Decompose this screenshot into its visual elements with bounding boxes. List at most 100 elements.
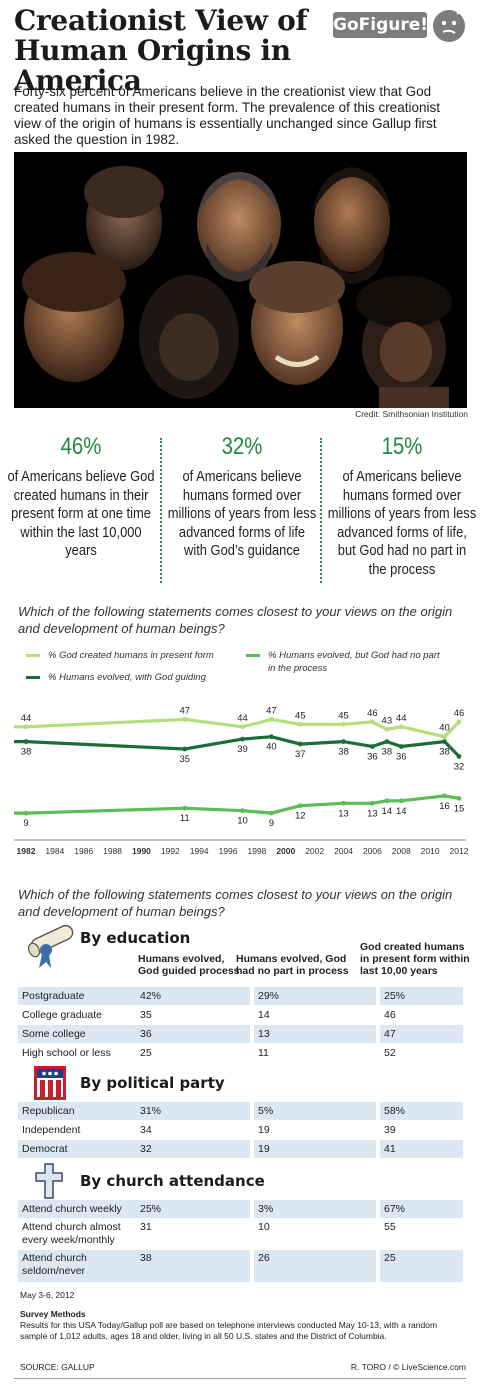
table-row: Democrat 32 19 41	[18, 1140, 463, 1158]
point-present-form	[341, 721, 346, 727]
point-no-god	[268, 810, 274, 816]
series-line-no-god	[14, 794, 460, 815]
stat-creationist: 46% of Americans believe God created hum…	[6, 430, 156, 561]
label-god-guiding: 38	[338, 747, 349, 758]
cell-present-form: 47	[380, 1025, 463, 1043]
x-tick-label: 2002	[305, 846, 324, 856]
label-no-god: 11	[180, 813, 190, 824]
x-tick-label: 2012	[450, 846, 469, 856]
x-tick-label: 1992	[161, 846, 180, 856]
cell-no-god: 11	[258, 1047, 269, 1059]
x-tick-label: 2004	[334, 846, 353, 856]
legend-label-no-god-cont: in the process	[268, 663, 328, 674]
column-header-god-guided: Humans evolved, God guided process	[138, 953, 240, 977]
stat-description: of Americans believe God created humans …	[7, 468, 155, 559]
author-credit: R. TORO / © LiveScience.com	[350, 1362, 466, 1372]
point-god-guiding	[23, 739, 29, 744]
cell-no-god: 19	[254, 1140, 376, 1158]
label-present-form: 47	[179, 705, 190, 716]
label-no-god: 15	[454, 803, 465, 814]
cross-icon	[35, 1163, 63, 1199]
label-present-form: 43	[382, 715, 393, 726]
cell-god-guided: 32	[136, 1140, 250, 1158]
gofigure-logo: GoFigure!	[333, 12, 428, 38]
line-chart-svg: 1982 1984 1986 1988 1990 1992 1994 1996 1998 2000…	[14, 705, 469, 856]
row-label: Attend church weekly	[18, 1200, 136, 1218]
point-no-god	[398, 798, 404, 804]
column-header-present-form: God created humans in present form withi…	[360, 941, 470, 977]
table-row: Attend church almost every week/monthly …	[18, 1219, 463, 1248]
section-title-education: By education	[80, 929, 191, 947]
x-tick-label: 2008	[392, 846, 411, 856]
line-chart: 1982 1984 1986 1988 1990 1992 1994 1996 1998 2000…	[0, 690, 480, 860]
x-tick-label: 1996	[219, 846, 238, 856]
x-tick-label: 1998	[247, 846, 266, 856]
column-header-line: Humans evolved, God	[236, 953, 347, 965]
label-god-guiding: 39	[237, 744, 248, 755]
label-no-god: 13	[367, 808, 378, 819]
table-row: Independent 34 19 39	[18, 1121, 463, 1139]
point-god-guiding	[240, 736, 245, 742]
label-god-guiding: 36	[367, 752, 378, 763]
label-god-guiding: 38	[439, 747, 450, 758]
key-stats: 46% of Americans believe God created hum…	[0, 430, 480, 583]
section-title-political: By political party	[80, 1074, 225, 1092]
point-no-god	[240, 808, 245, 814]
survey-methods-title: Survey Methods	[20, 1309, 86, 1319]
point-god-guiding	[398, 744, 404, 749]
legend-label-present-form: % God created humans in present form	[48, 650, 214, 661]
row-label: High school or less	[22, 1047, 111, 1059]
series-line-god-guiding	[14, 735, 461, 758]
footer-rule	[14, 1378, 466, 1379]
label-god-guiding: 32	[454, 761, 465, 772]
stat-percent: 32%	[221, 433, 263, 460]
stat-description: of Americans believe humans formed over …	[327, 468, 477, 578]
label-present-form: 47	[266, 705, 277, 716]
cell-no-god: 3%	[254, 1200, 376, 1218]
cell-no-god: 29%	[254, 987, 376, 1005]
cell-god-guided: 38	[136, 1250, 250, 1282]
legend-label-no-god: % Humans evolved, but God had no part	[268, 650, 440, 661]
cell-present-form: 46	[384, 1009, 396, 1021]
column-header-no-god: Humans evolved, God had no part in proce…	[236, 953, 349, 977]
header: Creationist View of Human Origins in Ame…	[0, 0, 480, 96]
cell-no-god: 13	[254, 1025, 376, 1043]
legend-swatch-no-god	[246, 654, 260, 657]
table-row: Some college 36 13 47	[18, 1025, 463, 1043]
point-god-guiding	[442, 739, 447, 744]
table-row: Postgraduate 42% 29% 25%	[18, 987, 463, 1005]
table-row: Attend church seldom/never 38 26 25	[18, 1250, 463, 1282]
point-present-form	[384, 726, 390, 732]
column-header-line: God created humans	[360, 941, 465, 953]
x-tick-label: 2000	[276, 846, 295, 856]
section-title-church: By church attendance	[80, 1172, 265, 1190]
point-god-guiding	[456, 754, 462, 759]
label-no-god: 14	[382, 806, 393, 817]
column-header-line: had no part in process	[236, 965, 349, 977]
point-god-guiding	[384, 739, 390, 744]
point-god-guiding	[297, 741, 303, 747]
point-no-god	[456, 795, 462, 801]
cell-present-form: 41	[380, 1140, 463, 1158]
row-label: Democrat	[18, 1140, 136, 1158]
cell-no-god: 19	[258, 1124, 270, 1136]
label-no-god: 16	[439, 801, 450, 812]
column-header-line: in present form within	[360, 953, 470, 965]
stat-no-god: 15% of Americans believe humans formed o…	[327, 430, 477, 579]
chart-question: Which of the following statements comes …	[18, 604, 453, 636]
cell-present-form: 67%	[380, 1200, 463, 1218]
legend-label-god-guiding: % Humans evolved, with God guiding	[48, 672, 206, 683]
survey-methods-text: Results for this USA Today/Gallup poll a…	[20, 1320, 438, 1341]
x-tick-label: 1986	[74, 846, 93, 856]
x-tick-label: 2006	[363, 846, 382, 856]
label-no-god: 14	[396, 806, 407, 817]
cell-present-form: 58%	[380, 1102, 463, 1120]
table-row: Attend church weekly 25% 3% 67%	[18, 1200, 463, 1218]
point-present-form	[370, 719, 375, 725]
label-present-form: 40	[439, 723, 450, 734]
cell-present-form: 25%	[380, 987, 463, 1005]
label-present-form: 44	[396, 713, 407, 724]
x-tick-label: 1984	[45, 846, 64, 856]
row-label: Attend church seldom/never	[18, 1250, 136, 1282]
column-header-line: last 10,00 years	[360, 965, 438, 977]
